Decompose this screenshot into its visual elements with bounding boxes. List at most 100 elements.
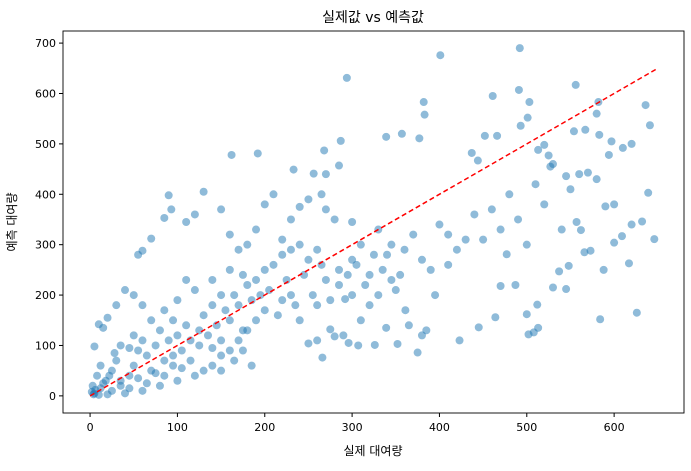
data-point	[426, 265, 435, 274]
data-point	[238, 346, 247, 355]
data-point	[147, 316, 156, 325]
data-point	[138, 386, 147, 395]
data-point	[300, 270, 309, 279]
data-point	[234, 301, 243, 310]
data-point	[112, 301, 121, 310]
data-point	[572, 218, 581, 226]
data-point	[330, 332, 339, 341]
data-point	[234, 245, 243, 254]
data-point	[289, 165, 298, 174]
data-point	[431, 291, 440, 300]
data-point	[339, 331, 348, 340]
data-point	[470, 210, 479, 219]
x-tick-label: 0	[87, 421, 94, 434]
data-point	[177, 346, 186, 355]
data-point	[225, 346, 234, 355]
data-point	[571, 80, 580, 89]
data-point	[632, 308, 641, 317]
data-point	[225, 265, 234, 274]
data-point	[142, 379, 151, 388]
data-point	[125, 384, 134, 393]
data-point	[488, 92, 497, 101]
data-point	[599, 265, 608, 274]
data-point	[217, 205, 226, 214]
data-point	[252, 275, 261, 284]
data-point	[99, 323, 108, 332]
data-point	[304, 255, 313, 264]
data-point	[190, 371, 199, 380]
data-point	[473, 156, 482, 165]
data-point	[370, 340, 379, 349]
data-point	[313, 336, 322, 345]
data-point	[110, 349, 119, 358]
data-point	[227, 150, 236, 159]
data-point	[562, 285, 571, 294]
data-point	[252, 316, 261, 325]
data-point	[383, 250, 392, 259]
data-point	[569, 127, 578, 136]
data-point	[564, 261, 573, 270]
data-point	[147, 234, 156, 243]
data-point	[531, 180, 540, 189]
x-tick-label: 600	[604, 421, 625, 434]
data-point	[382, 132, 391, 141]
data-point	[190, 210, 199, 219]
data-point	[103, 313, 112, 322]
data-point	[252, 225, 261, 234]
data-point	[409, 230, 418, 239]
data-point	[548, 283, 557, 292]
data-point	[396, 270, 405, 279]
data-point	[330, 215, 339, 224]
data-point	[525, 98, 534, 107]
data-point	[225, 230, 234, 239]
x-axis: 0 100 200 300 400 500 600	[87, 413, 625, 434]
data-point	[273, 311, 282, 320]
data-point	[195, 326, 204, 335]
data-point	[335, 265, 343, 274]
data-point	[230, 291, 239, 300]
data-point	[348, 291, 357, 300]
data-point	[295, 316, 304, 325]
data-point	[365, 270, 374, 279]
data-point	[342, 73, 351, 82]
data-point	[491, 313, 500, 322]
data-point	[505, 190, 514, 199]
data-point	[604, 150, 613, 159]
data-point	[548, 160, 557, 169]
data-point	[461, 235, 470, 244]
data-point	[474, 323, 483, 332]
data-point	[167, 205, 176, 214]
data-point	[93, 371, 102, 380]
data-point	[638, 217, 647, 226]
data-point	[107, 386, 116, 395]
data-point	[352, 260, 361, 269]
data-point	[269, 260, 278, 269]
data-point	[624, 259, 633, 268]
data-point	[436, 51, 445, 60]
data-point	[326, 296, 335, 305]
data-point	[234, 336, 243, 345]
data-point	[610, 200, 619, 209]
data-point	[487, 205, 496, 214]
data-point	[341, 295, 350, 304]
data-point	[138, 246, 147, 255]
data-point	[265, 286, 274, 295]
data-point	[417, 331, 426, 340]
data-point	[417, 255, 426, 264]
data-point	[225, 316, 234, 325]
data-point	[404, 321, 413, 330]
y-tick-label: 0	[49, 390, 56, 403]
data-point	[400, 245, 409, 254]
data-point	[291, 301, 300, 310]
data-point	[335, 161, 343, 170]
data-point	[308, 291, 317, 300]
data-point	[199, 366, 208, 375]
data-point	[230, 356, 239, 365]
data-point	[151, 369, 160, 378]
data-point	[361, 280, 370, 289]
data-point	[326, 325, 335, 334]
data-point	[142, 351, 151, 360]
x-axis-label: 실제 대여량	[343, 444, 402, 458]
data-point	[540, 200, 549, 209]
